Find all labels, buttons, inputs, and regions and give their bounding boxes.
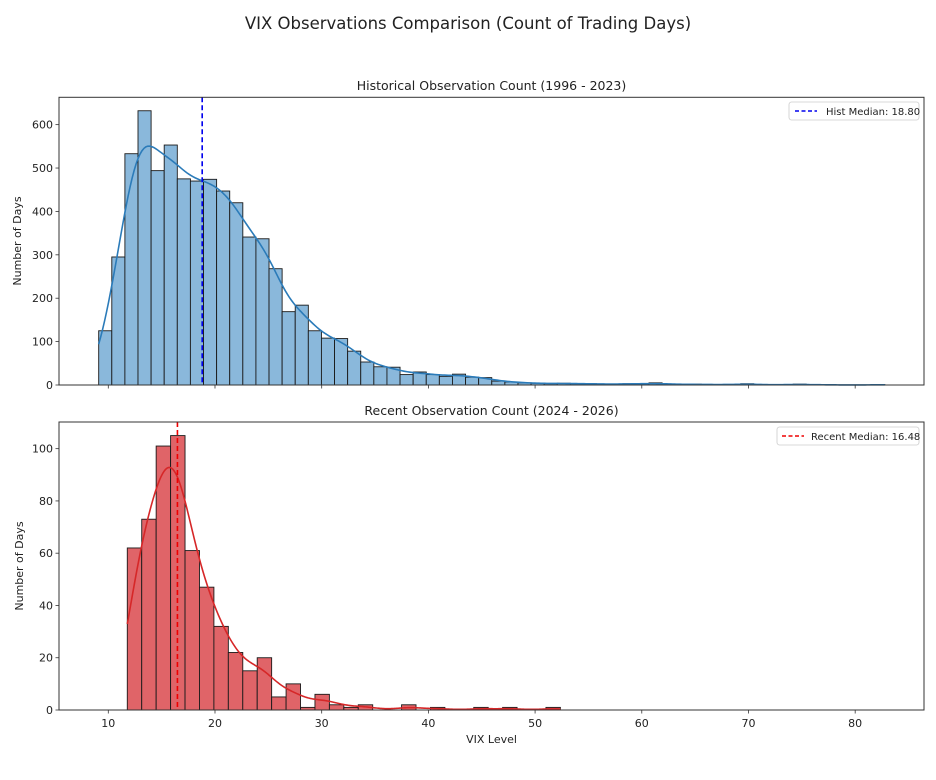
historical-bar [242, 236, 257, 386]
recent-xtick-label: 40 [421, 717, 435, 730]
recent-xtick-label: 30 [315, 717, 329, 730]
recent-bars [126, 435, 561, 711]
recent-bar [213, 625, 229, 711]
recent-bar [126, 547, 143, 711]
historical-ytick-label: 100 [32, 336, 53, 349]
recent-ytick-label: 0 [46, 704, 53, 717]
recent-legend-label: Recent Median: 16.48 [811, 432, 920, 443]
recent-xtick-label: 60 [635, 717, 649, 730]
historical-y-ticks: 0 100 200 300 400 500 600 [32, 119, 59, 392]
recent-legend: Recent Median: 16.48 [776, 426, 920, 446]
historical-x-ticks [107, 385, 856, 389]
historical-bar [176, 178, 191, 386]
recent-bar [227, 652, 244, 711]
historical-bar [268, 268, 283, 386]
historical-bar [281, 311, 296, 386]
historical-bar [124, 153, 139, 386]
historical-legend-label: Hist Median: 18.80 [826, 107, 920, 118]
historical-bar [465, 376, 480, 386]
recent-x-ticks: 10 20 30 40 50 60 70 80 [101, 710, 862, 730]
recent-xlabel: VIX Level [466, 733, 517, 746]
recent-bar [328, 704, 345, 711]
recent-xtick-label: 70 [741, 717, 755, 730]
historical-legend: Hist Median: 18.80 [788, 101, 920, 121]
historical-ytick-label: 0 [46, 379, 53, 392]
recent-xtick-label: 50 [528, 717, 542, 730]
recent-ytick-label: 100 [32, 443, 53, 456]
recent-xtick-label: 10 [101, 717, 115, 730]
historical-bar [307, 330, 322, 386]
recent-xtick-label: 20 [208, 717, 222, 730]
recent-ytick-label: 20 [39, 652, 53, 665]
historical-bar [137, 110, 152, 386]
recent-xtick-label: 80 [848, 717, 862, 730]
historical-bar [438, 375, 453, 386]
historical-ytick-label: 300 [32, 249, 53, 262]
historical-axes-frame [58, 96, 925, 386]
historical-bar [150, 170, 165, 386]
historical-bar [399, 374, 414, 386]
historical-bar [373, 366, 388, 386]
recent-ytick-label: 40 [39, 599, 53, 612]
recent-ytick-label: 60 [39, 547, 53, 560]
recent-title: Recent Observation Count (2024 - 2026) [364, 403, 618, 418]
recent-bar [314, 693, 330, 711]
recent-bar [271, 696, 287, 711]
historical-kde-curve [97, 145, 885, 386]
historical-bar [347, 350, 362, 386]
historical-bar [163, 144, 178, 386]
recent-bar [242, 670, 258, 711]
recent-bar [155, 445, 172, 711]
historical-ylabel: Number of Days [11, 196, 24, 286]
historical-bar [320, 337, 335, 386]
historical-ytick-label: 500 [32, 162, 53, 175]
historical-bar [203, 178, 218, 386]
recent-bar [184, 550, 200, 711]
historical-title: Historical Observation Count (1996 - 202… [357, 78, 627, 93]
historical-panel: Historical Observation Count (1996 - 202… [11, 78, 925, 392]
recent-y-ticks: 0 20 40 60 80 100 [32, 443, 59, 717]
historical-bar [216, 190, 231, 386]
recent-bar [141, 518, 157, 711]
recent-ytick-label: 80 [39, 495, 53, 508]
recent-panel: Recent Observation Count (2024 - 2026) 0… [13, 403, 925, 746]
recent-bar [285, 683, 301, 711]
historical-bar [229, 202, 244, 386]
historical-bars [98, 110, 886, 386]
historical-bar [425, 374, 440, 386]
recent-ylabel: Number of Days [13, 521, 26, 611]
historical-ytick-label: 600 [32, 119, 53, 132]
historical-ytick-label: 200 [32, 292, 53, 305]
figure-suptitle: VIX Observations Comparison (Count of Tr… [245, 14, 691, 33]
recent-bar [256, 657, 273, 711]
historical-bar [360, 361, 375, 386]
historical-ytick-label: 400 [32, 205, 53, 218]
recent-axes-frame [58, 421, 925, 711]
historical-bar [255, 238, 270, 386]
recent-bar [199, 586, 215, 711]
recent-kde-curve [126, 466, 561, 711]
